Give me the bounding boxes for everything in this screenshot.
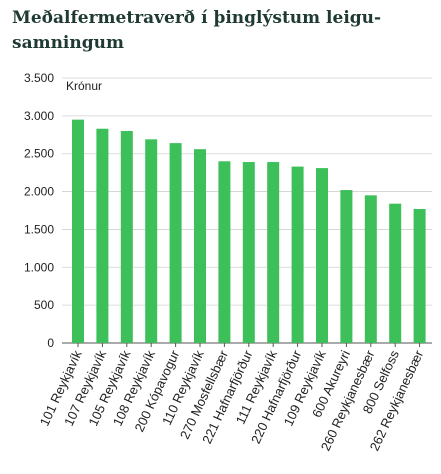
y-tick-label: 0 — [47, 336, 54, 350]
bar — [364, 195, 377, 343]
y-tick-label: 1.500 — [24, 222, 54, 236]
y-tick-label: 2.500 — [24, 147, 54, 161]
y-tick-label: 3.500 — [24, 71, 54, 85]
y-axis-unit-label: Krónur — [66, 79, 102, 93]
bar — [291, 166, 304, 343]
bar — [145, 139, 158, 343]
y-tick-label: 1.000 — [24, 260, 54, 274]
bar — [169, 143, 182, 343]
bar — [340, 190, 353, 343]
bar — [413, 208, 426, 343]
bar — [194, 149, 206, 343]
chart-title-line-2: samningum — [12, 33, 124, 53]
bar — [316, 168, 328, 343]
chart-title-line-1: Meðalfermetraverð í þinglýstum leigu- — [12, 8, 382, 28]
y-tick-label: 2.000 — [24, 185, 54, 199]
bar — [389, 203, 402, 343]
bar — [242, 162, 255, 343]
bar — [72, 119, 84, 344]
y-tick-label: 500 — [34, 298, 54, 312]
bar — [267, 162, 280, 343]
bars — [72, 119, 426, 344]
bar — [120, 131, 133, 343]
y-tick-label: 3.000 — [24, 109, 54, 123]
bar — [96, 128, 109, 343]
bar — [218, 161, 231, 343]
y-axis: 0 500 1.000 1.500 2.000 2.500 3.000 3.500 — [24, 71, 54, 350]
chart-title: Meðalfermetraverð í þinglýstum leigu- sa… — [12, 6, 432, 56]
